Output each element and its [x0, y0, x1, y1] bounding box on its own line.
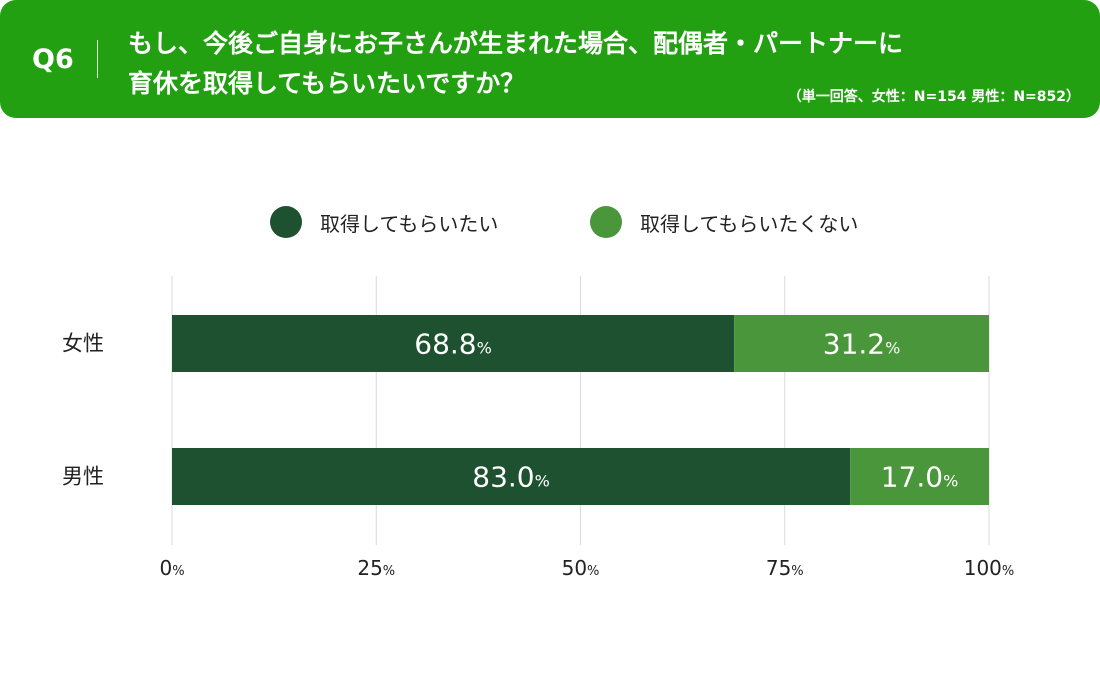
legend-swatch-yes [270, 206, 302, 238]
x-tick-label: 0% [159, 556, 184, 580]
question-line-2: 育休を取得してもらいたいですか？ [128, 69, 526, 98]
legend-label-no: 取得してもらいたくない [640, 211, 859, 236]
data-label: 17.0% [881, 461, 959, 494]
data-label: 83.0% [472, 461, 550, 494]
bar-segment [172, 315, 735, 372]
category-label: 男性 [62, 465, 104, 489]
x-tick-label: 50% [562, 556, 600, 580]
data-label: 68.8% [414, 328, 492, 361]
category-label: 女性 [62, 332, 104, 356]
x-tick-label: 100% [964, 556, 1015, 580]
x-tick-label: 75% [766, 556, 804, 580]
question-line-1: もし、今後ご自身にお子さんが生まれた場合、配偶者・パートナーに [128, 29, 904, 58]
question-text: もし、今後ご自身にお子さんが生まれた場合、配偶者・パートナーに 育休を取得しても… [128, 24, 1008, 104]
header-divider [97, 40, 98, 78]
legend-label-yes: 取得してもらいたい [320, 211, 499, 236]
legend-item-no: 取得してもらいたくない [590, 202, 858, 242]
legend-item-yes: 取得してもらいたい [270, 202, 498, 242]
x-tick-label: 25% [357, 556, 395, 580]
legend-swatch-no [590, 206, 622, 238]
chart-legend: 取得してもらいたい 取得してもらいたくない [0, 202, 1100, 242]
bar-segment [850, 448, 989, 505]
sample-note: （単一回答、女性：N=154 男性：N=852） [787, 89, 1080, 105]
bar-segment [734, 315, 989, 372]
data-label: 31.2% [823, 328, 901, 361]
question-number: Q6 [32, 44, 74, 75]
bar-segment [172, 448, 851, 505]
question-header: Q6 もし、今後ご自身にお子さんが生まれた場合、配偶者・パートナーに 育休を取得… [0, 0, 1100, 118]
